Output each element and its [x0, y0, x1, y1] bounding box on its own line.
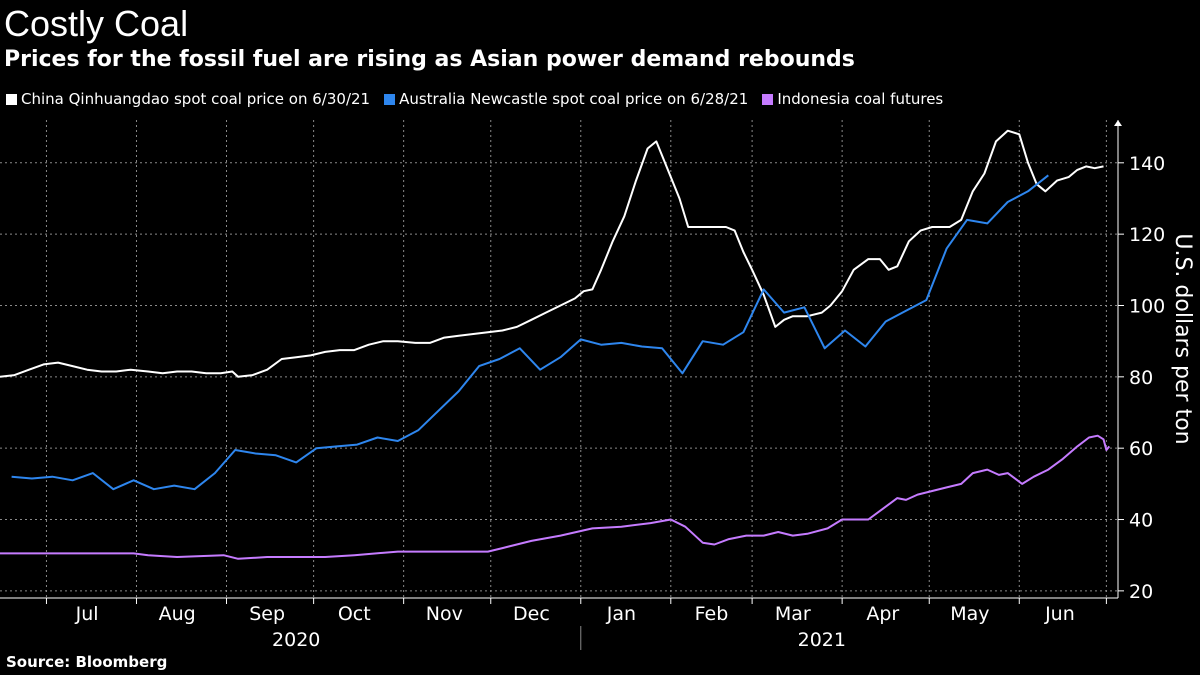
y-tick-label: 80	[1129, 367, 1153, 389]
legend-label-indonesia: Indonesia coal futures	[777, 90, 944, 108]
source-note: Source: Bloomberg	[6, 653, 168, 671]
x-tick-label: Jul	[75, 603, 99, 625]
y-tick-label: 140	[1129, 153, 1165, 175]
y-tick-label: 40	[1129, 510, 1153, 532]
australia-series-line	[11, 174, 1049, 491]
x-tick-label: Jun	[1044, 603, 1075, 625]
x-tick-label: May	[950, 603, 989, 625]
x-tick-label: Apr	[866, 603, 899, 625]
y-axis-arrow	[1114, 120, 1122, 126]
legend-swatch-indonesia	[762, 93, 774, 105]
chart-subtitle: Prices for the fossil fuel are rising as…	[4, 47, 855, 72]
chart-title: Costly Coal	[4, 3, 189, 44]
x-tick-label: Feb	[695, 603, 729, 625]
y-tick-label: 100	[1129, 295, 1165, 317]
year-label: 2021	[798, 629, 846, 651]
legend-item-indonesia: Indonesia coal futures	[762, 90, 943, 108]
x-tick-label: Oct	[338, 603, 371, 625]
y-tick-label: 60	[1129, 438, 1153, 460]
legend-label-china: China Qinhuangdao spot coal price on 6/3…	[21, 90, 371, 108]
legend-item-china: China Qinhuangdao spot coal price on 6/3…	[6, 90, 370, 108]
x-tick-label: Aug	[159, 603, 196, 625]
legend-label-australia: Australia Newcastle spot coal price on 6…	[399, 90, 749, 108]
y-tick-label: 20	[1129, 581, 1153, 603]
x-tick-label: Jan	[606, 603, 636, 625]
y-tick-label: 120	[1129, 224, 1165, 246]
y-axis-title: U.S. dollars per ton	[1170, 233, 1195, 444]
x-tick-label: Nov	[426, 603, 463, 625]
legend-item-australia: Australia Newcastle spot coal price on 6…	[384, 90, 748, 108]
indonesia-series-line	[0, 434, 1111, 560]
x-tick-label: Dec	[513, 603, 550, 625]
legend: China Qinhuangdao spot coal price on 6/3…	[6, 90, 957, 108]
x-tick-label: Sep	[249, 603, 285, 625]
china-series-line	[0, 129, 1104, 378]
legend-swatch-australia	[384, 93, 396, 105]
year-label: 2020	[272, 629, 320, 651]
legend-swatch-china	[6, 93, 17, 105]
x-tick-label: Mar	[775, 603, 811, 625]
